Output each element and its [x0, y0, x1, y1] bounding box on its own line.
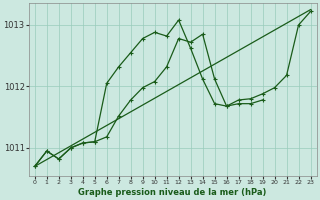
X-axis label: Graphe pression niveau de la mer (hPa): Graphe pression niveau de la mer (hPa) — [78, 188, 267, 197]
